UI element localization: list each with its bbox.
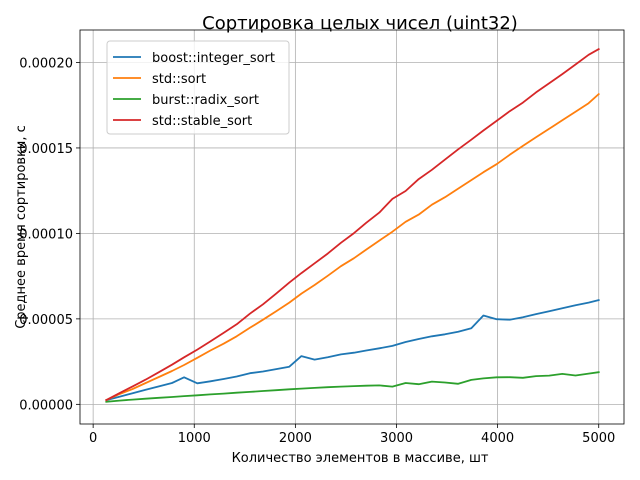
chart-title: Сортировка целых чисел (uint32)	[202, 13, 518, 34]
legend-label: std::stable_sort	[152, 114, 252, 129]
y-tick-label: 0.00010	[19, 227, 73, 242]
x-tick-label: 5000	[582, 431, 615, 446]
legend: boost::integer_sortstd::sortburst::radix…	[106, 40, 290, 135]
y-tick-label: 0.00005	[19, 313, 73, 328]
legend-label: boost::integer_sort	[152, 51, 275, 66]
x-tick-label: 4000	[481, 431, 514, 446]
x-tick-label: 1000	[178, 431, 211, 446]
y-axis-label: Среднее время сортировки, с	[14, 125, 29, 329]
legend-label: std::sort	[152, 72, 206, 87]
x-tick-label: 2000	[279, 431, 312, 446]
y-tick-label: 0.00015	[19, 142, 73, 157]
x-tick-label: 3000	[380, 431, 413, 446]
series-line	[105, 371, 600, 403]
y-tick-label: 0.00020	[19, 56, 73, 71]
legend-box	[106, 40, 290, 135]
axis-ticks: 0 1000 2000 3000 4000 5000 0.00000 0.00005 0.000…	[19, 56, 615, 446]
x-tick-label: 0	[89, 431, 97, 446]
x-axis-label: Количество элементов в массиве, шт	[232, 451, 489, 466]
y-tick-label: 0.00000	[19, 398, 73, 413]
plot-frame	[79, 29, 625, 425]
legend-label: burst::radix_sort	[152, 93, 259, 108]
series-line	[105, 299, 600, 402]
plot-series	[105, 47, 600, 403]
series-line	[105, 47, 600, 402]
series-line	[105, 92, 600, 402]
